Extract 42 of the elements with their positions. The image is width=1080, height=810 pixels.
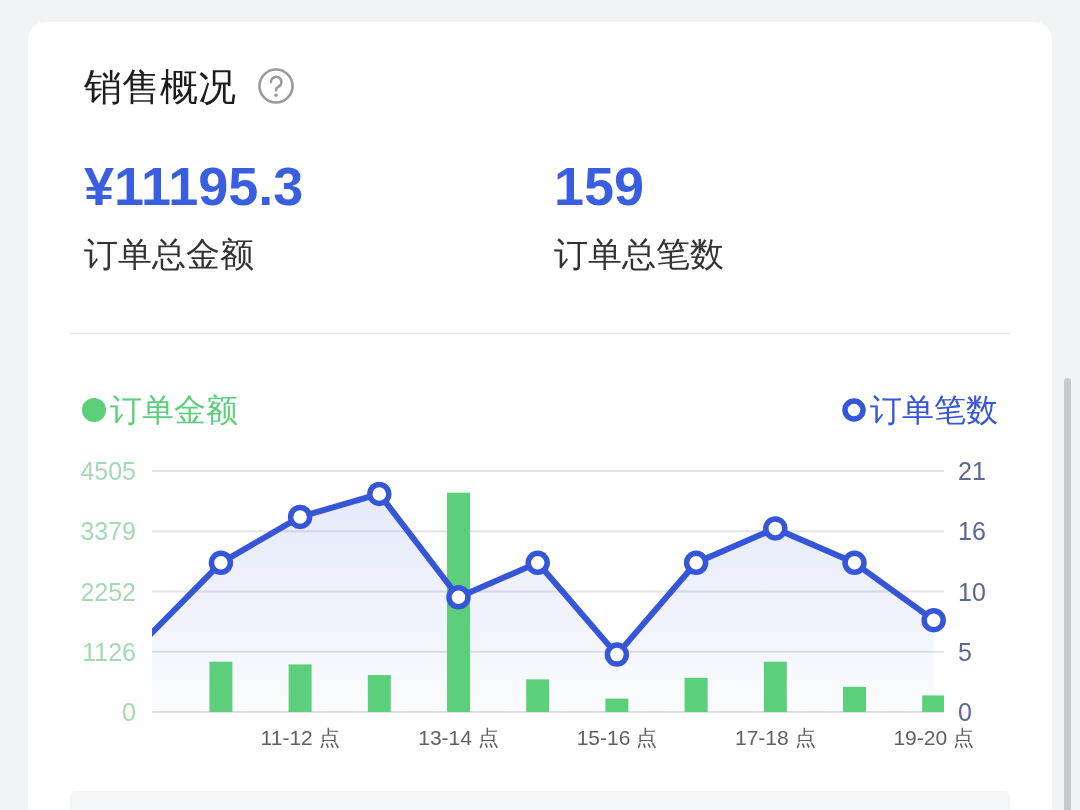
text: 订单总金额 [84,235,254,273]
text: 159 [554,156,645,216]
legend-label: 订单笔数 [870,392,998,428]
bar [367,675,391,712]
bar [843,686,866,712]
point [763,516,788,541]
bar [684,677,708,712]
legend-label: 订单金额 [110,392,238,428]
x-tick-label: 11-12 点 [260,726,340,749]
point [287,504,313,530]
bar [605,698,629,712]
text: 销售概况 [83,66,236,108]
y2-tick-label: 10 [958,577,986,606]
y-tick-label: 1126 [82,637,136,666]
x-tick-label: 19-20 点 [893,726,974,749]
point [446,584,471,610]
bar [922,695,944,712]
point [208,550,234,576]
point [683,550,709,576]
x-tick-label: 13-14 点 [418,726,499,749]
y-tick-label: 3379 [80,517,136,546]
text: 订单总笔数 [554,235,724,273]
point [842,550,867,576]
x-tick-label: 15-16 点 [576,726,658,749]
point [525,550,550,576]
y-tick-label: 4505 [80,457,136,485]
y2-tick-label: 16 [958,517,986,546]
bar [763,661,787,712]
point [921,607,946,633]
y-tick-label: 2252 [80,577,136,606]
bar [209,661,233,712]
point [604,642,630,667]
bar [288,664,312,712]
x-tick-label: 17-18 点 [735,726,816,749]
bar [526,679,550,712]
point [367,481,392,507]
text: ¥11195.3 [84,156,304,216]
bar [447,492,470,712]
y2-tick-label: 21 [958,457,986,485]
y-tick-label: 0 [122,698,136,726]
y2-tick-label: 0 [958,698,972,726]
y2-tick-label: 5 [958,637,972,666]
